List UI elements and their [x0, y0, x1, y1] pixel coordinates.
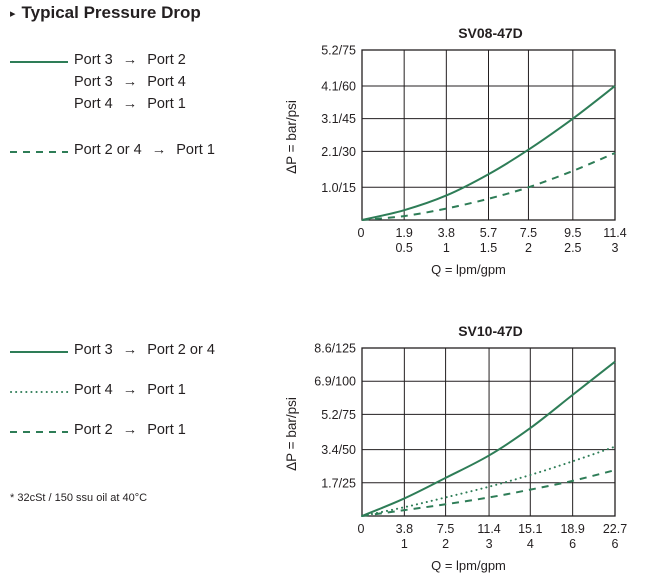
x-tick-label: 0 — [358, 522, 365, 536]
x-tick-label: 3.8 — [438, 226, 455, 240]
y-tick-label: 3.4/50 — [321, 443, 356, 457]
x-tick-label-secondary: 4 — [527, 537, 534, 551]
x-tick-label: 11.4 — [603, 226, 626, 240]
y-axis-label: ΔP = bar/psi — [284, 100, 299, 174]
x-tick-label: 9.5 — [564, 226, 581, 240]
y-tick-label: 6.9/100 — [314, 375, 356, 389]
legend-label: Port 3 → Port 2 or 4 — [74, 342, 215, 358]
arrow-icon: → — [122, 74, 138, 90]
x-tick-label: 15.1 — [518, 522, 542, 536]
legend-dashed-line — [10, 151, 68, 153]
arrow-icon: → — [122, 342, 138, 358]
x-axis-label: Q = lpm/gpm — [431, 558, 506, 573]
footnote: * 32cSt / 150 ssu oil at 40°C — [10, 492, 148, 504]
x-tick-label-secondary: 6 — [612, 537, 619, 551]
x-tick-label-secondary: 2.5 — [564, 241, 581, 255]
legend-label: Port 4 → Port 1 — [74, 382, 186, 398]
y-tick-label: 4.1/60 — [321, 79, 356, 93]
chart-title: SV08-47D — [458, 25, 523, 41]
plot-frame — [361, 49, 616, 221]
x-tick-label: 3.8 — [396, 522, 413, 536]
legend-label: Port 4 → Port 1 — [74, 96, 186, 112]
legend-label: Port 3 → Port 4 — [74, 74, 186, 90]
x-tick-label: 1.9 — [395, 226, 412, 240]
x-tick-label: 18.9 — [560, 522, 584, 536]
x-tick-label-secondary: 3 — [486, 537, 493, 551]
arrow-icon: → — [122, 96, 138, 112]
arrow-icon: → — [122, 422, 138, 438]
y-tick-label: 5.2/75 — [321, 408, 356, 422]
y-tick-label: 2.1/30 — [321, 145, 356, 159]
legend-dashed-line — [10, 431, 68, 433]
y-axis-label: ΔP = bar/psi — [284, 397, 299, 471]
chart-title: SV10-47D — [458, 323, 523, 339]
arrow-icon: → — [122, 52, 138, 68]
y-tick-label: 3.1/45 — [321, 112, 356, 126]
x-axis-label: Q = lpm/gpm — [431, 262, 506, 277]
series-line-solid — [361, 85, 616, 221]
x-tick-label: 22.7 — [603, 522, 627, 536]
legend-solid-line — [10, 61, 68, 63]
arrow-icon: → — [151, 142, 167, 158]
x-tick-label-secondary: 1.5 — [480, 241, 497, 255]
x-tick-label-secondary: 2 — [525, 241, 532, 255]
y-tick-label: 1.0/15 — [321, 181, 356, 195]
section-header: ▸ Typical Pressure Drop — [10, 3, 201, 23]
y-tick-label: 5.2/75 — [321, 44, 356, 58]
y-tick-label: 8.6/125 — [314, 342, 356, 356]
x-tick-label-secondary: 3 — [612, 241, 619, 255]
plot-frame — [361, 347, 616, 517]
legend-dotted-line — [10, 391, 69, 393]
series-line-dotted — [361, 445, 616, 517]
x-tick-label-secondary: 0.5 — [395, 241, 412, 255]
x-tick-label: 7.5 — [520, 226, 537, 240]
legend-label: Port 2 → Port 1 — [74, 422, 186, 438]
x-tick-label: 11.4 — [477, 522, 500, 536]
x-tick-label: 5.7 — [480, 226, 497, 240]
x-tick-label-secondary: 2 — [442, 537, 449, 551]
legend-label: Port 2 or 4 → Port 1 — [74, 142, 215, 158]
series-line-dashed — [361, 152, 616, 221]
bullet-triangle-icon: ▸ — [10, 7, 16, 20]
x-tick-label-secondary: 1 — [401, 537, 408, 551]
section-title: Typical Pressure Drop — [21, 3, 201, 22]
legend-label: Port 3 → Port 2 — [74, 52, 186, 68]
legend-solid-line — [10, 351, 68, 353]
x-tick-label-secondary: 1 — [443, 241, 450, 255]
y-tick-label: 1.7/25 — [321, 476, 356, 490]
arrow-icon: → — [122, 382, 138, 398]
x-tick-label: 0 — [358, 226, 365, 240]
series-line-solid — [361, 360, 616, 517]
x-tick-label: 7.5 — [437, 522, 454, 536]
series-line-dashed — [361, 469, 616, 517]
x-tick-label-secondary: 6 — [569, 537, 576, 551]
